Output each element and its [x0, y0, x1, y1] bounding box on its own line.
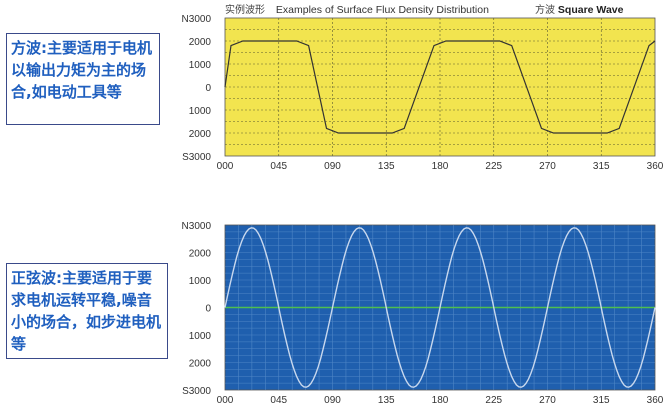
square-y-tick-label: N3000	[182, 14, 212, 25]
square-x-tick-label: 135	[378, 161, 395, 172]
sine-x-tick-label: 225	[485, 395, 502, 406]
square-y-tick-label: S3000	[182, 152, 211, 163]
sine-x-tick-label: 000	[217, 395, 234, 406]
sine-y-tick-label: N3000	[182, 221, 212, 232]
header-cn-type: 方波	[535, 5, 555, 16]
square-x-tick-label: 045	[270, 161, 287, 172]
sine-y-tick-label: 1000	[189, 276, 212, 287]
sine-x-tick-label: 135	[378, 395, 395, 406]
sine-y-tick-label: 1000	[189, 331, 212, 342]
square-y-tick-label: 1000	[189, 60, 212, 71]
header-en-type: Square Wave	[557, 4, 624, 16]
square-wave-note: 方波:主要适用于电机以输出力矩为主的场合,如电动工具等	[6, 33, 160, 125]
square-y-tick-label: 0	[205, 83, 211, 94]
header-wave-type: 方波 Square Wave	[535, 1, 623, 16]
header-cn-title: 实例波形	[225, 5, 265, 16]
sine-x-tick-label: 360	[647, 395, 664, 406]
square-y-tick-label: 2000	[189, 37, 212, 48]
square-x-tick-label: 000	[217, 161, 234, 172]
sine-x-tick-label: 315	[593, 395, 610, 406]
sine-y-tick-label: 2000	[189, 249, 212, 260]
square-x-tick-label: 090	[324, 161, 341, 172]
sine-y-tick-label: 2000	[189, 359, 212, 370]
square-x-tick-label: 225	[485, 161, 502, 172]
sine-x-tick-label: 270	[539, 395, 556, 406]
sine-y-tick-label: S3000	[182, 386, 211, 397]
sine-wave-note: 正弦波:主要适用于要求电机运转平稳,噪音小的场合，如步进电机等	[6, 263, 168, 359]
chart-header: 实例波形 Examples of Surface Flux Density Di…	[225, 1, 623, 16]
square-x-tick-label: 315	[593, 161, 610, 172]
square-x-tick-label: 180	[432, 161, 449, 172]
sine-x-tick-label: 090	[324, 395, 341, 406]
sine-y-tick-label: 0	[205, 304, 211, 315]
square-x-tick-label: 270	[539, 161, 556, 172]
header-en-title: Examples of Surface Flux Density Distrib…	[275, 4, 489, 16]
square-y-tick-label: 2000	[189, 129, 212, 140]
square-series-line	[224, 40, 656, 134]
sine-x-tick-label: 180	[432, 395, 449, 406]
square-x-tick-label: 360	[647, 161, 664, 172]
sine-series-line	[224, 227, 656, 388]
sine-x-tick-label: 045	[270, 395, 287, 406]
square-y-tick-label: 1000	[189, 106, 212, 117]
